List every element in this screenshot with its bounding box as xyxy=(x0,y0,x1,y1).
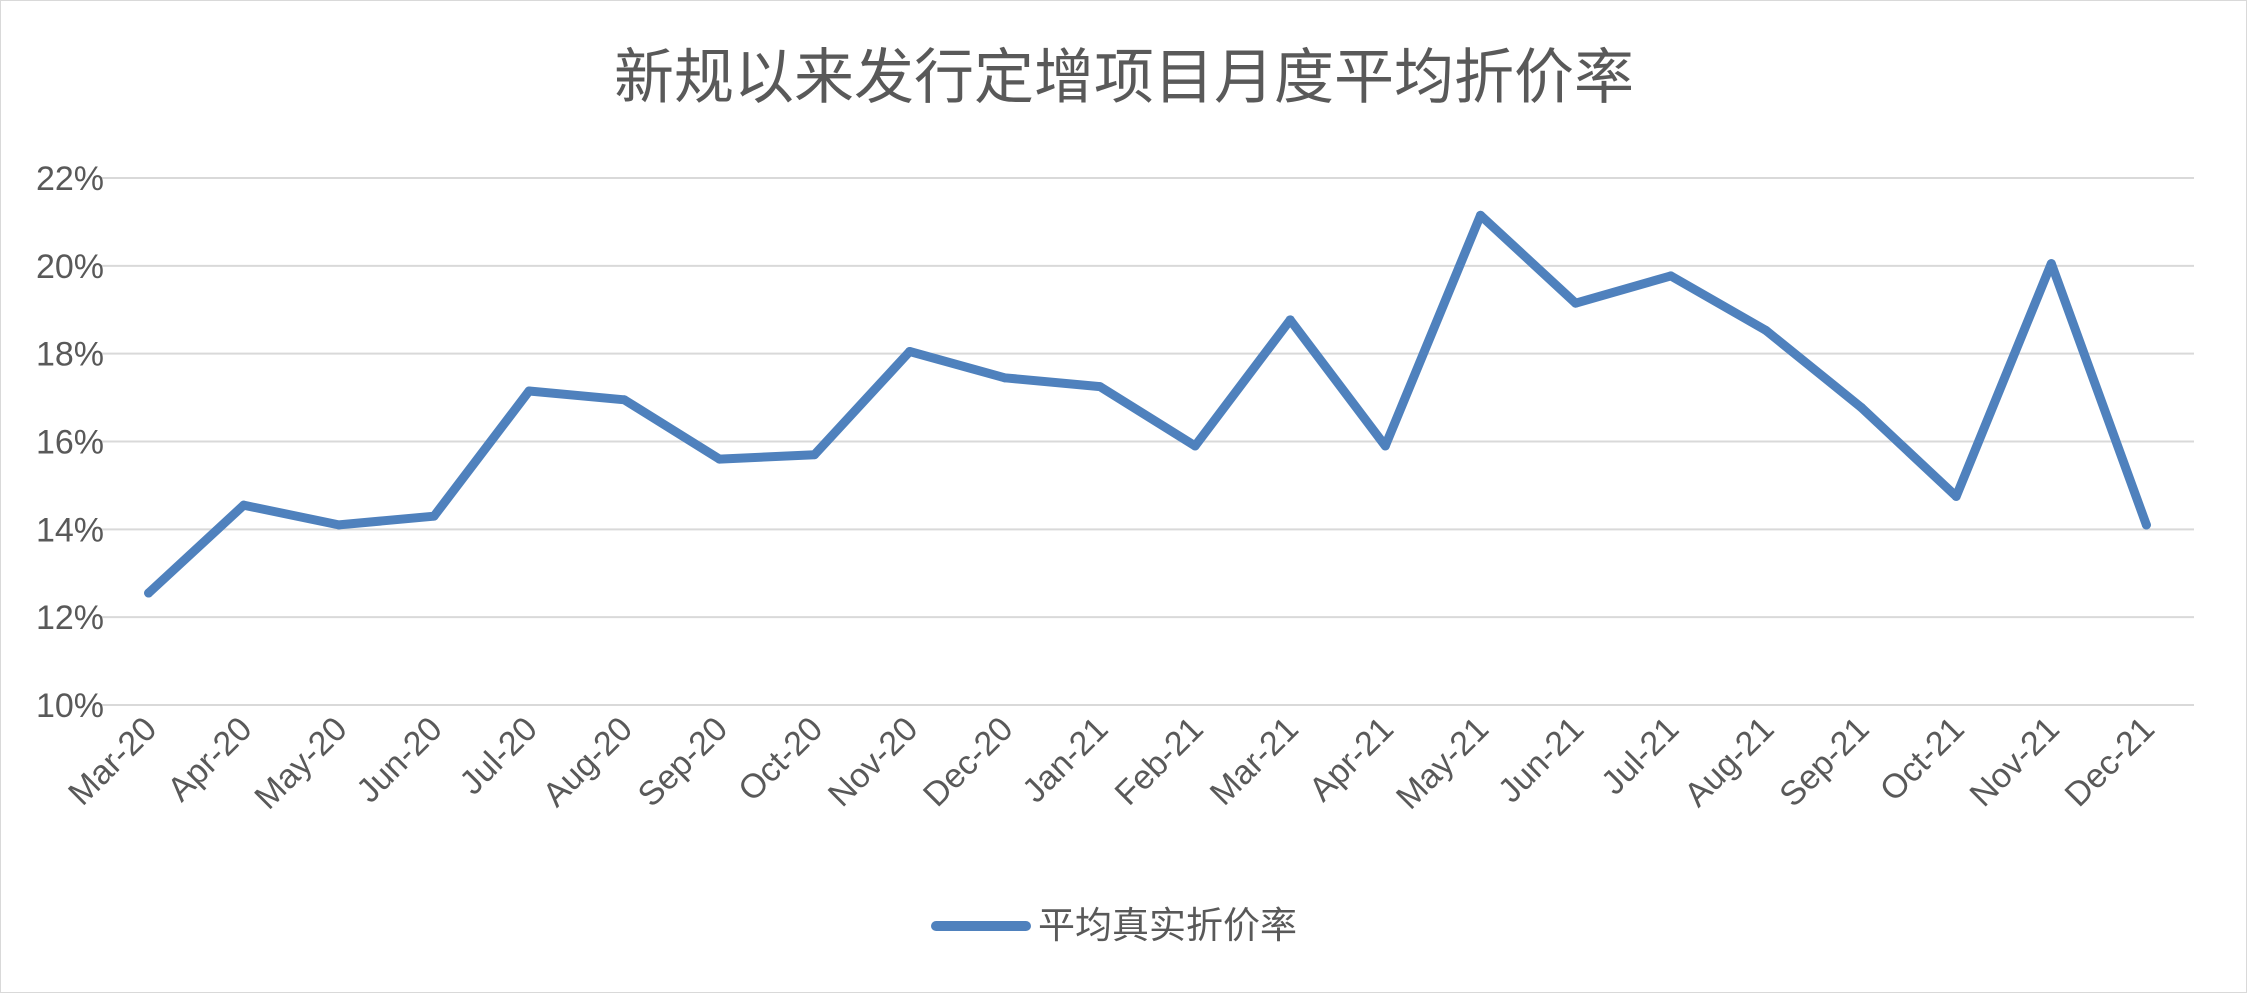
y-tick-label: 10% xyxy=(36,687,104,725)
data-point xyxy=(1380,441,1390,451)
chart-title: 新规以来发行定增项目月度平均折价率 xyxy=(614,43,1634,113)
x-tick-label: Dec-21 xyxy=(2058,710,2162,814)
x-tick-label: Oct-20 xyxy=(731,710,830,809)
data-point xyxy=(1095,382,1105,392)
x-tick-label: Mar-20 xyxy=(61,710,164,813)
data-point xyxy=(144,588,154,598)
data-point xyxy=(1190,441,1200,451)
data-point xyxy=(1571,298,1581,308)
y-axis-tick-labels: 10% 12% 14% 16% 18% 20% 22% xyxy=(36,160,104,725)
data-point xyxy=(1285,315,1295,325)
data-point xyxy=(239,500,249,510)
y-tick-label: 12% xyxy=(36,599,104,637)
y-tick-label: 14% xyxy=(36,511,104,549)
data-point xyxy=(524,386,534,396)
x-tick-label: Apr-20 xyxy=(160,710,259,809)
legend-label: 平均真实折价率 xyxy=(1038,904,1297,947)
y-tick-label: 20% xyxy=(36,248,104,286)
data-point xyxy=(1475,210,1485,220)
data-point xyxy=(810,450,820,460)
data-point xyxy=(714,454,724,464)
y-tick-label: 16% xyxy=(36,424,104,462)
data-point xyxy=(1761,325,1771,335)
x-tick-label: Dec-20 xyxy=(916,710,1020,814)
data-point xyxy=(1951,491,1961,501)
x-tick-label: Sep-20 xyxy=(631,710,735,814)
y-tick-label: 22% xyxy=(36,160,104,198)
x-tick-label: Feb-21 xyxy=(1108,710,1211,813)
data-point xyxy=(1856,402,1866,412)
x-tick-label: Jun-21 xyxy=(1491,710,1591,810)
legend: 平均真实折价率 xyxy=(931,904,1297,947)
x-tick-label: May-20 xyxy=(247,710,354,817)
x-tick-label: Aug-21 xyxy=(1677,710,1781,814)
x-tick-label: Nov-21 xyxy=(1963,710,2067,814)
x-tick-label: Jan-21 xyxy=(1015,710,1115,810)
x-tick-label: Aug-20 xyxy=(536,710,640,814)
x-tick-label: Oct-21 xyxy=(1873,710,1972,809)
data-point xyxy=(429,511,439,521)
x-tick-label: Jun-20 xyxy=(349,710,449,810)
x-tick-label: Mar-21 xyxy=(1203,710,1306,813)
x-tick-label: Sep-21 xyxy=(1772,710,1876,814)
data-point xyxy=(2046,259,2056,269)
data-point xyxy=(2141,520,2151,530)
data-point xyxy=(905,346,915,356)
x-tick-label: Jul-20 xyxy=(452,710,544,802)
x-tick-label: Apr-21 xyxy=(1302,710,1401,809)
gridlines xyxy=(101,177,2194,706)
x-tick-label: Nov-20 xyxy=(821,710,925,814)
x-tick-label: May-21 xyxy=(1389,710,1496,817)
series-line xyxy=(144,210,2151,598)
y-tick-label: 18% xyxy=(36,336,104,374)
x-tick-label: Jul-21 xyxy=(1594,710,1686,802)
series-layer xyxy=(144,210,2151,598)
data-point xyxy=(1666,271,1676,281)
data-point xyxy=(619,395,629,405)
data-point xyxy=(1000,373,1010,383)
data-point xyxy=(334,520,344,530)
